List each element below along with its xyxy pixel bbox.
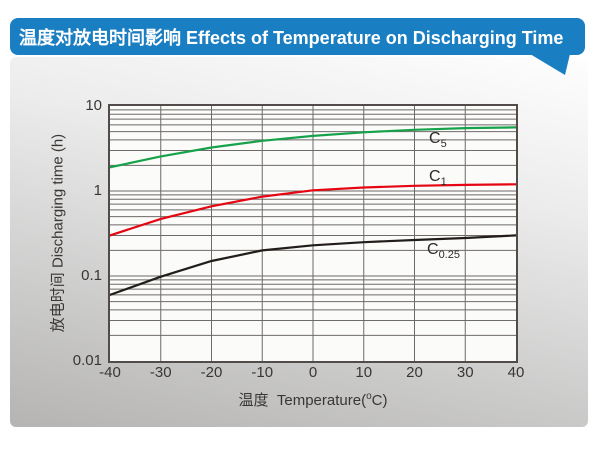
chart-panel: 放电时间 Discharging time (h) C5 C1 C0.25 -40 -… [10, 57, 588, 427]
x-axis-title: 温度 Temperature(oC) [110, 389, 516, 410]
banner-tail-shape [530, 54, 570, 75]
x-axis-title-unit: C) [371, 392, 388, 409]
page-title: 温度对放电时间影响 Effects of Temperature on Disc… [19, 27, 564, 48]
x-tick-label: 20 [406, 364, 423, 381]
series-line-C1 [110, 183, 516, 237]
x-axis-title-text: 温度 Temperature( [238, 392, 367, 409]
degree-symbol: o [366, 391, 372, 402]
series-line-C0.25 [110, 234, 516, 296]
x-tick-label: -10 [251, 364, 274, 381]
curve-label-C1: C1 [429, 168, 447, 189]
y-axis-title-text: 放电时间 Discharging time (h) [49, 133, 67, 333]
y-tick-label: 1 [93, 182, 102, 199]
x-tick-label: -30 [149, 364, 172, 381]
plot-svg [110, 106, 516, 361]
x-tick-label: 0 [308, 364, 318, 381]
curve-label-C5: C5 [429, 130, 447, 151]
x-tick-label: 40 [507, 364, 525, 381]
y-tick-label: 10 [85, 97, 102, 114]
y-axis-title: 放电时间 Discharging time (h) [47, 134, 68, 332]
series-line-C5 [110, 126, 516, 169]
y-tick-label: 0.1 [81, 267, 102, 284]
x-tick-label: -40 [99, 364, 121, 381]
banner-tail-decoration [530, 54, 570, 75]
x-tick-label: 10 [355, 364, 373, 381]
curve-label-C0.25: C0.25 [427, 241, 460, 262]
plot-area: C5 C1 C0.25 [108, 104, 518, 363]
x-tick-label: 30 [456, 364, 474, 381]
title-banner: 温度对放电时间影响 Effects of Temperature on Disc… [10, 18, 585, 55]
x-tick-label: -20 [200, 364, 223, 381]
y-tick-label: 0.01 [72, 352, 102, 369]
